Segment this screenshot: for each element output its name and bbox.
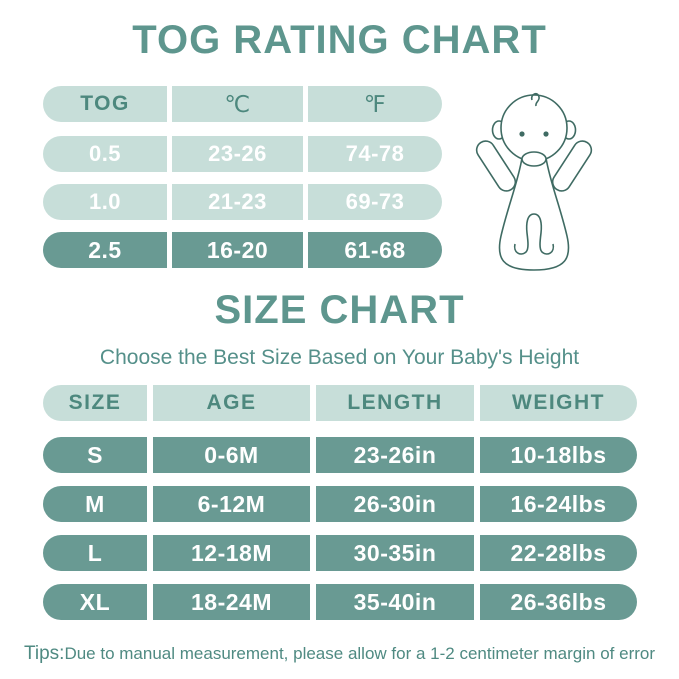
fahrenheit-value-cell: 74-78 (308, 136, 442, 172)
fahrenheit-value-cell: 69-73 (308, 184, 442, 220)
celsius-value-cell: 16-20 (172, 232, 303, 268)
celsius-value-cell: 23-26 (172, 136, 303, 172)
size-chart-title: SIZE CHART (214, 288, 465, 332)
weight-value-cell: 22-28lbs (480, 535, 637, 571)
size-table-header-row: SIZE AGE LENGTH WEIGHT (43, 385, 639, 421)
age-value-cell: 18-24M (153, 584, 310, 620)
tog-value-cell: 2.5 (43, 232, 167, 268)
length-value-cell: 30-35in (316, 535, 474, 571)
size-value-cell: XL (43, 584, 147, 620)
length-header-cell: LENGTH (316, 385, 474, 421)
tog-value-cell: 1.0 (43, 184, 167, 220)
age-header-cell: AGE (153, 385, 310, 421)
weight-header-cell: WEIGHT (480, 385, 637, 421)
tog-table-header-row: TOG ℃ ℉ (43, 86, 443, 122)
tog-row-0-5: 0.5 23-26 74-78 (43, 136, 443, 172)
size-row-l: L 12-18M 30-35in 22-28lbs (43, 535, 639, 571)
tog-chart-title: TOG RATING CHART (132, 18, 547, 62)
size-row-s: S 0-6M 23-26in 10-18lbs (43, 437, 639, 473)
age-value-cell: 0-6M (153, 437, 310, 473)
fahrenheit-header-cell: ℉ (308, 86, 442, 122)
size-row-m: M 6-12M 26-30in 16-24lbs (43, 486, 639, 522)
size-value-cell: S (43, 437, 147, 473)
baby-in-sleep-sack-icon (475, 92, 593, 271)
weight-value-cell: 16-24lbs (480, 486, 637, 522)
weight-value-cell: 26-36lbs (480, 584, 637, 620)
size-value-cell: L (43, 535, 147, 571)
length-value-cell: 35-40in (316, 584, 474, 620)
tips-note: Tips:Due to manual measurement, please a… (0, 643, 679, 665)
tog-row-1-0: 1.0 21-23 69-73 (43, 184, 443, 220)
size-table: SIZE AGE LENGTH WEIGHT S 0-6M 23-26in 10… (43, 385, 639, 633)
age-value-cell: 12-18M (153, 535, 310, 571)
size-header-cell: SIZE (43, 385, 147, 421)
tog-rating-table: TOG ℃ ℉ 0.5 23-26 74-78 1.0 21-23 69-73 … (43, 86, 443, 268)
size-row-xl: XL 18-24M 35-40in 26-36lbs (43, 584, 639, 620)
length-value-cell: 26-30in (316, 486, 474, 522)
weight-value-cell: 10-18lbs (480, 437, 637, 473)
tips-text: Due to manual measurement, please allow … (64, 644, 656, 663)
age-value-cell: 6-12M (153, 486, 310, 522)
tog-row-2-5-highlighted: 2.5 16-20 61-68 (43, 232, 443, 268)
tog-header-cell: TOG (43, 86, 167, 122)
celsius-value-cell: 21-23 (172, 184, 303, 220)
fahrenheit-value-cell: 61-68 (308, 232, 442, 268)
size-value-cell: M (43, 486, 147, 522)
tips-label: Tips: (23, 643, 65, 664)
length-value-cell: 23-26in (316, 437, 474, 473)
tog-value-cell: 0.5 (43, 136, 167, 172)
celsius-header-cell: ℃ (172, 86, 303, 122)
size-chart-subtitle: Choose the Best Size Based on Your Baby'… (99, 346, 580, 369)
